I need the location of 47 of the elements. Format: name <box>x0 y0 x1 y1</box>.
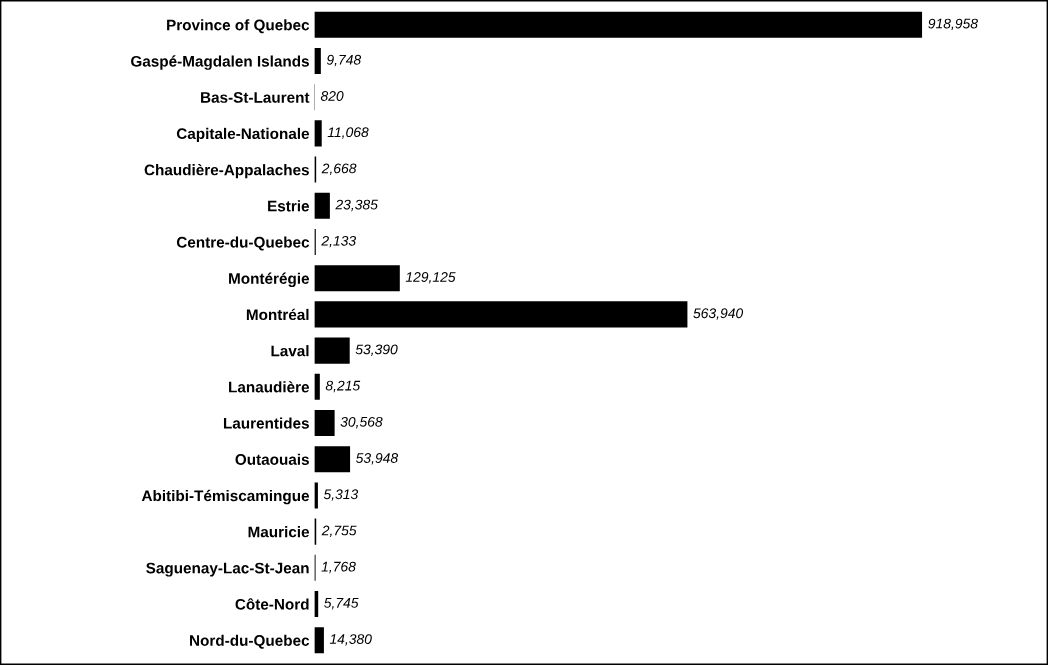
data-label: 820 <box>320 91 344 101</box>
y-tick-label: Lanaudière <box>229 381 310 393</box>
data-label: 8,215 <box>325 380 361 393</box>
data-label: 2,755 <box>321 525 357 537</box>
bar <box>314 120 322 147</box>
y-tick-label: Capitale-Nationale <box>176 127 310 143</box>
bar <box>314 192 330 219</box>
bar <box>314 627 324 654</box>
y-tick-label: Nord-du-Quebec <box>190 634 310 649</box>
y-tick-label: Gaspé-Magdalen Islands <box>131 55 309 70</box>
y-tick-label: Outaouais <box>235 453 309 465</box>
data-label: 5,313 <box>323 489 359 501</box>
y-tick-label: Abitibi-Témiscamingue <box>141 489 310 505</box>
data-label: 2,668 <box>321 163 357 175</box>
data-label: 563,940 <box>693 308 744 320</box>
bar <box>314 301 688 328</box>
y-tick-label: Côte-Nord <box>235 598 309 610</box>
data-label: 30,568 <box>340 416 383 429</box>
bar <box>314 446 351 473</box>
data-label: 23,385 <box>335 199 378 212</box>
data-label: 14,380 <box>329 634 372 646</box>
data-label: 129,125 <box>405 272 456 284</box>
data-label: 2,133 <box>321 235 356 248</box>
y-tick-label: Chaudière-Appalaches <box>144 163 309 179</box>
y-tick-label: Mauricie <box>248 526 310 538</box>
y-tick-label: Montérégie <box>229 272 310 288</box>
bar <box>314 337 350 364</box>
data-label: 918,958 <box>928 18 978 31</box>
y-tick-label: Laval <box>271 345 309 357</box>
bar <box>314 11 923 38</box>
y-tick-label: Saguenay-Lac-St-Jean <box>146 562 309 577</box>
data-label: 9,748 <box>326 54 362 67</box>
data-label: 53,390 <box>355 344 398 356</box>
bar <box>314 373 320 400</box>
y-tick-label: Centre-du-Quebec <box>176 236 310 251</box>
data-label: 1,768 <box>321 561 356 574</box>
bar <box>314 265 400 292</box>
data-label: 53,948 <box>355 453 399 465</box>
y-tick-label: Province of Quebec <box>167 19 310 34</box>
data-label: 11,068 <box>327 127 369 139</box>
bar <box>314 409 335 437</box>
data-label: 5,745 <box>324 598 359 610</box>
y-tick-label: Laurentides <box>223 417 309 429</box>
y-tick-label: Estrie <box>268 200 310 212</box>
bar <box>314 47 321 74</box>
y-tick-label: Montréal <box>246 308 309 321</box>
y-tick-label: Bas-St-Laurent <box>201 92 310 103</box>
